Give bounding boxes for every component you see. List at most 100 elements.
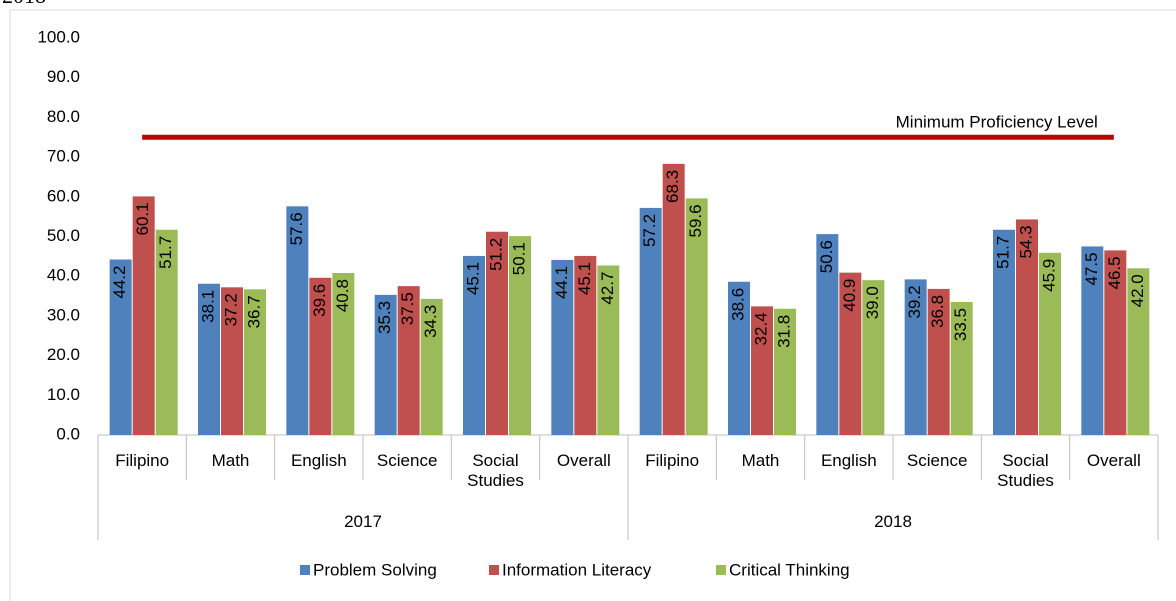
bar <box>221 287 243 435</box>
value-label: 57.2 <box>640 214 659 247</box>
bar <box>597 265 620 435</box>
y-tick-label: 50.0 <box>47 226 80 245</box>
bar <box>639 207 662 435</box>
x-tick-label: English <box>820 451 877 470</box>
value-label: 45.1 <box>575 262 594 295</box>
bar <box>927 288 950 435</box>
y-tick-label: 0.0 <box>56 424 80 443</box>
bar <box>904 279 927 435</box>
x-tick-label: Filipino <box>645 451 700 470</box>
bar <box>839 272 862 435</box>
value-label: 50.1 <box>509 242 528 275</box>
value-label: 40.8 <box>333 279 352 312</box>
x-tick-label: Social Studies <box>467 451 524 490</box>
group-label: 2018 <box>874 512 912 531</box>
value-label: 42.0 <box>1128 274 1147 307</box>
bar <box>463 255 485 435</box>
bar <box>751 306 773 435</box>
chart-title: 2018 <box>2 0 46 8</box>
value-label: 40.9 <box>840 279 859 312</box>
value-label: 38.1 <box>198 290 217 323</box>
bar <box>728 281 750 435</box>
y-tick-label: 60.0 <box>47 186 80 205</box>
value-label: 38.6 <box>728 288 747 321</box>
x-tick-label: Overall <box>1086 451 1141 470</box>
bar <box>109 259 132 435</box>
value-label: 39.0 <box>863 286 882 319</box>
group-label: 2017 <box>344 512 382 531</box>
bar <box>1081 246 1104 435</box>
value-label: 36.7 <box>244 295 263 328</box>
value-label: 44.1 <box>552 266 571 299</box>
bar <box>816 234 839 435</box>
x-tick-label: English <box>290 451 347 470</box>
bar <box>551 259 574 435</box>
value-label: 44.2 <box>110 266 129 299</box>
bar <box>1127 268 1150 435</box>
value-label: 51.2 <box>486 238 505 271</box>
value-label: 54.3 <box>1016 225 1035 258</box>
legend-swatch <box>300 565 310 575</box>
value-label: 36.8 <box>928 295 947 328</box>
x-tick-label: Science <box>906 451 968 470</box>
value-label: 35.3 <box>375 301 394 334</box>
value-label: 57.6 <box>287 212 306 245</box>
legend-swatch <box>716 565 726 575</box>
value-label: 46.5 <box>1105 256 1124 289</box>
value-label: 68.3 <box>663 170 682 203</box>
bar <box>509 236 531 435</box>
bar <box>574 255 597 435</box>
legend-label: Problem Solving <box>313 560 437 579</box>
bar <box>420 298 443 435</box>
y-tick-label: 70.0 <box>47 147 80 166</box>
value-label: 32.4 <box>751 312 770 345</box>
value-label: 45.9 <box>1039 259 1058 292</box>
x-tick-label: Math <box>211 451 250 470</box>
value-label: 60.1 <box>133 202 152 235</box>
x-tick-label: Overall <box>556 451 611 470</box>
bar <box>244 289 266 435</box>
y-tick-label: 90.0 <box>47 67 80 86</box>
bar <box>309 277 332 435</box>
value-label: 37.2 <box>221 293 240 326</box>
y-tick-label: 10.0 <box>47 385 80 404</box>
value-label: 39.2 <box>905 285 924 318</box>
x-tick-label: Science <box>376 451 438 470</box>
bar <box>374 294 397 435</box>
y-tick-label: 20.0 <box>47 345 80 364</box>
bar <box>486 231 508 435</box>
bar <box>397 286 420 435</box>
bar <box>332 273 355 435</box>
y-tick-label: 80.0 <box>47 107 80 126</box>
value-label: 51.7 <box>993 236 1012 269</box>
bar <box>685 198 708 435</box>
value-label: 34.3 <box>421 305 440 338</box>
bar <box>286 206 309 435</box>
y-tick-label: 100.0 <box>37 27 80 46</box>
x-tick-label: Math <box>741 451 780 470</box>
value-label: 39.6 <box>310 284 329 317</box>
legend-label: Critical Thinking <box>729 560 850 579</box>
value-label: 45.1 <box>463 262 482 295</box>
value-label: 33.5 <box>951 308 970 341</box>
value-label: 42.7 <box>598 271 617 304</box>
bar <box>862 280 885 435</box>
bar <box>1039 252 1061 435</box>
bar <box>198 283 220 435</box>
value-label: 59.6 <box>686 204 705 237</box>
bar <box>1104 250 1127 435</box>
bar <box>155 229 178 435</box>
y-tick-label: 40.0 <box>47 266 80 285</box>
bar <box>950 302 973 435</box>
value-label: 31.8 <box>774 315 793 348</box>
legend-swatch <box>489 565 499 575</box>
legend-label: Information Literacy <box>502 560 652 579</box>
chart-frame <box>9 9 1176 601</box>
value-label: 37.5 <box>398 292 417 325</box>
value-label: 47.5 <box>1082 252 1101 285</box>
bar <box>774 308 796 435</box>
reference-line-label: Minimum Proficiency Level <box>896 113 1098 132</box>
bar <box>1016 219 1038 435</box>
